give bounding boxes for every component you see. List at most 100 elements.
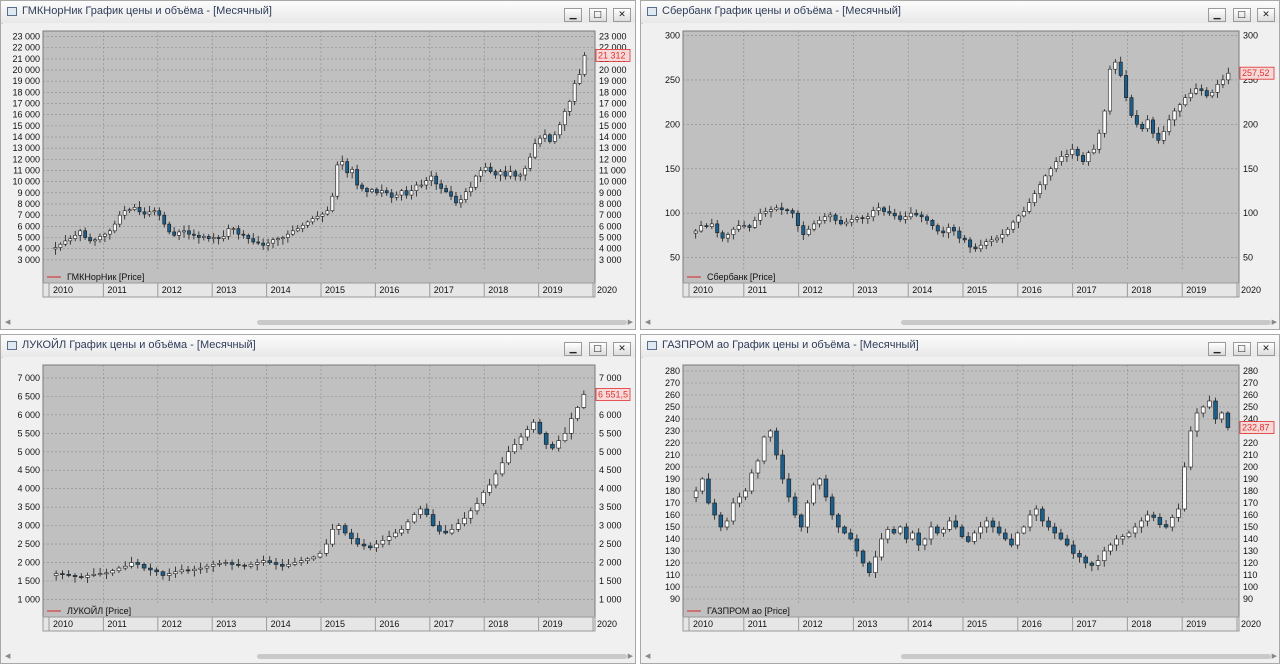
y-tick-label-left: 4 500 — [17, 465, 40, 475]
scroll-left-icon[interactable]: ◀ — [5, 653, 11, 660]
close-button[interactable]: ✕ — [613, 342, 631, 356]
y-tick-label-right: 13 000 — [599, 143, 627, 153]
x-tick-label: 2015 — [325, 619, 345, 629]
window-titlebar[interactable]: ГАЗПРОМ ао График цены и объёма - [Месяч… — [641, 335, 1279, 358]
candle-body — [226, 228, 231, 237]
chart-window-2[interactable]: Сбербанк График цены и объёма - [Месячны… — [640, 0, 1280, 330]
candle-body — [1070, 148, 1075, 155]
scrollbar-thumb[interactable] — [901, 320, 1271, 325]
close-button[interactable]: ✕ — [1257, 342, 1275, 356]
candle-body — [941, 529, 946, 534]
candle-body — [1091, 148, 1096, 154]
candle-body — [1172, 110, 1177, 121]
scroll-left-icon[interactable]: ◀ — [5, 319, 11, 326]
y-tick-label-right: 10 000 — [599, 177, 627, 187]
restore-button[interactable]: □ — [1232, 8, 1251, 22]
candle-body — [855, 217, 860, 220]
scroll-right-icon[interactable]: ▶ — [1271, 653, 1277, 660]
close-button[interactable]: ✕ — [613, 8, 631, 22]
x-tick-label: 2019 — [1186, 285, 1206, 295]
candle-body — [68, 238, 73, 242]
window-titlebar[interactable]: ЛУКОЙЛ График цены и объёма - [Месячный]… — [1, 335, 635, 358]
candle-body — [718, 514, 724, 528]
chart-window-4[interactable]: ГАЗПРОМ ао График цены и объёма - [Месяч… — [640, 334, 1280, 664]
candle-body — [1139, 520, 1144, 528]
restore-button[interactable]: □ — [588, 342, 607, 356]
y-tick-label-right: 240 — [1243, 414, 1258, 424]
chart-window-1[interactable]: ГМКНорНик График цены и объёма - [Месячн… — [0, 0, 636, 330]
y-tick-label-left: 18 000 — [12, 87, 40, 97]
chart-window-3[interactable]: ЛУКОЙЛ График цены и объёма - [Месячный]… — [0, 334, 636, 664]
price-chart[interactable]: 50 50 100 100 150 150 200 200 250 250 300 300 2010 20… — [643, 23, 1279, 307]
candle-body — [935, 526, 940, 534]
window-title: Сбербанк График цены и объёма - [Месячны… — [662, 5, 901, 17]
candle-body — [1048, 168, 1053, 177]
candle-body — [990, 520, 996, 528]
restore-button[interactable]: □ — [1232, 342, 1251, 356]
scroll-right-icon[interactable]: ▶ — [1271, 319, 1277, 326]
scrollbar-thumb[interactable] — [257, 320, 627, 325]
candle-body — [844, 221, 849, 225]
candle-body — [72, 575, 78, 577]
candle-body — [747, 225, 752, 228]
candle-body — [418, 508, 423, 515]
candle-body — [1183, 97, 1188, 106]
scroll-left-icon[interactable]: ◀ — [645, 319, 651, 326]
candle-body — [928, 526, 934, 540]
candle-body — [1009, 538, 1014, 546]
candle-body — [429, 175, 434, 181]
candle-body — [1170, 517, 1175, 528]
candle-body — [724, 520, 730, 528]
candle-body — [704, 225, 709, 227]
candle-body — [1032, 193, 1037, 203]
minimize-button[interactable]: ▁ — [564, 342, 583, 356]
candle-body — [473, 175, 478, 188]
horizontal-scrollbar[interactable]: ◀ ▶ — [643, 318, 1277, 327]
minimize-button[interactable]: ▁ — [564, 8, 583, 22]
candle-body — [795, 212, 800, 226]
candle-body — [455, 523, 461, 530]
scroll-left-icon[interactable]: ◀ — [645, 653, 651, 660]
scrollbar-thumb[interactable] — [257, 654, 627, 659]
candle-body — [182, 230, 186, 233]
candle-body — [1033, 508, 1039, 516]
candle-body — [785, 209, 790, 211]
candle-body — [849, 219, 854, 223]
candle-body — [556, 440, 561, 449]
scrollbar-thumb[interactable] — [901, 654, 1271, 659]
minimize-button[interactable]: ▁ — [1208, 342, 1227, 356]
candle-body — [817, 478, 822, 486]
y-tick-label-left: 110 — [666, 570, 680, 580]
horizontal-scrollbar[interactable]: ◀ ▶ — [643, 652, 1277, 661]
price-chart[interactable]: 1 000 1 000 1 500 1 500 2 000 2 000 2 500 2 500… — [3, 357, 635, 641]
x-axis-band — [682, 282, 1240, 298]
candle-body — [281, 237, 285, 239]
candle-body — [860, 217, 865, 219]
candle-body — [317, 553, 323, 558]
x-tick-label: 2014 — [271, 285, 291, 295]
y-tick-label-left: 10 000 — [12, 177, 40, 187]
x-tick-label: 2011 — [748, 619, 767, 629]
price-chart[interactable]: 90 90 100 100 110 110 120 120 130 130 140 140 150 150… — [643, 357, 1279, 641]
y-tick-label-right: 130 — [1243, 546, 1258, 556]
y-tick-label-left: 240 — [665, 414, 680, 424]
candle-body — [1038, 184, 1042, 194]
candle-body — [399, 190, 404, 196]
window-titlebar[interactable]: Сбербанк График цены и объёма - [Месячны… — [641, 1, 1279, 24]
horizontal-scrollbar[interactable]: ◀ ▶ — [3, 652, 633, 661]
scroll-right-icon[interactable]: ▶ — [627, 319, 633, 326]
x-tick-label: 2015 — [967, 285, 987, 295]
horizontal-scrollbar[interactable]: ◀ ▶ — [3, 318, 633, 327]
candle-body — [79, 576, 84, 578]
candle-body — [891, 529, 897, 534]
restore-button[interactable]: □ — [588, 8, 607, 22]
close-button[interactable]: ✕ — [1257, 8, 1275, 22]
window-titlebar[interactable]: ГМКНорНик График цены и объёма - [Месячн… — [1, 1, 635, 24]
minimize-button[interactable]: ▁ — [1208, 8, 1227, 22]
candle-body — [572, 83, 577, 102]
y-tick-label-left: 20 000 — [12, 65, 40, 75]
candle-body — [848, 532, 853, 540]
scroll-right-icon[interactable]: ▶ — [627, 653, 633, 660]
candle-body — [854, 538, 860, 552]
